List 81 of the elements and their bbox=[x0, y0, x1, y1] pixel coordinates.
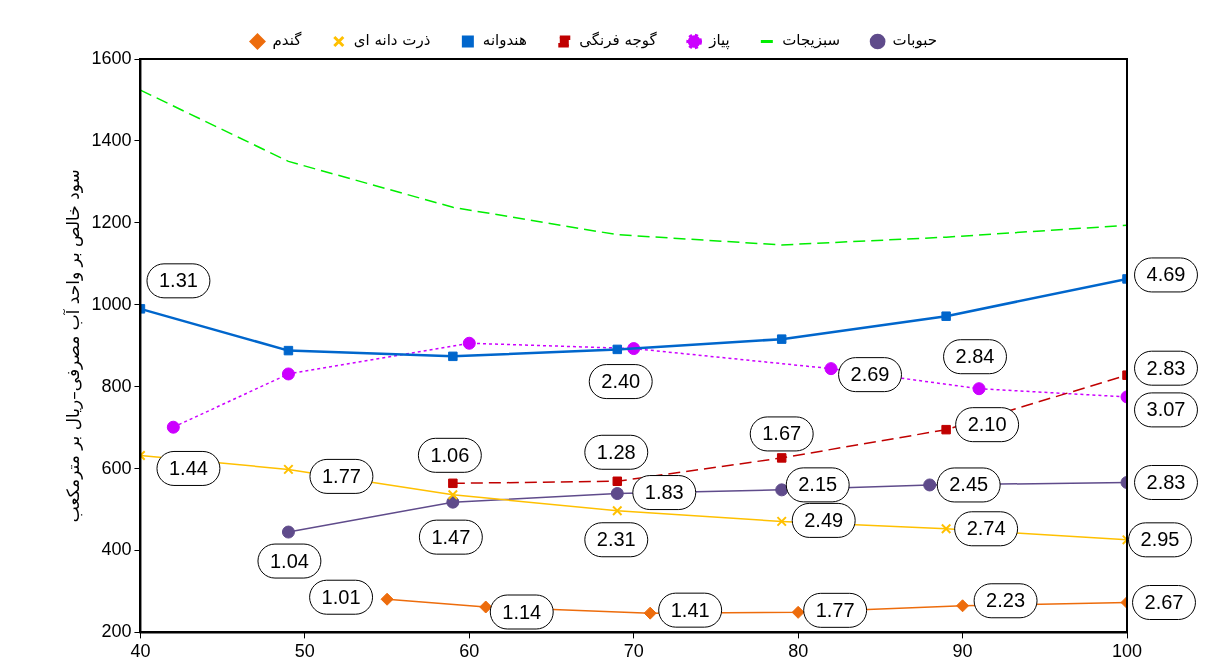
annotation: 2.69 bbox=[850, 363, 890, 386]
y-axis-title: سود خالص بر واحد آب مصرفی–ریال بر مترمکعب bbox=[61, 169, 83, 523]
point bbox=[380, 592, 394, 606]
y-tick-label: 1000 bbox=[91, 293, 132, 314]
point bbox=[612, 344, 623, 355]
x-tick-label: 50 bbox=[294, 641, 315, 662]
y-tick-label: 800 bbox=[101, 375, 132, 396]
x-tick-label: 100 bbox=[1111, 641, 1143, 662]
annotation: 1.04 bbox=[269, 549, 309, 572]
point bbox=[776, 334, 787, 344]
annotation: 3.07 bbox=[1146, 398, 1186, 421]
annotation: 2.74 bbox=[966, 517, 1006, 540]
point bbox=[643, 606, 657, 620]
legend-label: حبوبات bbox=[892, 31, 938, 50]
y-tick-label: 1200 bbox=[91, 211, 132, 232]
point bbox=[283, 464, 294, 475]
y-tick-label: 1600 bbox=[91, 47, 132, 68]
point bbox=[940, 523, 952, 535]
annotation: 1.41 bbox=[670, 598, 710, 621]
point bbox=[775, 483, 789, 497]
annotation: 2.15 bbox=[798, 473, 838, 496]
legend-label: پیاز bbox=[708, 31, 730, 51]
x-tick-label: 60 bbox=[459, 641, 480, 662]
annotation: 2.84 bbox=[955, 345, 995, 368]
point bbox=[923, 478, 937, 492]
point bbox=[166, 420, 180, 434]
annotation: 1.47 bbox=[431, 525, 471, 548]
x-tick-label: 70 bbox=[623, 641, 644, 662]
legend-label: سبزیجات bbox=[782, 31, 841, 50]
annotation: 1.28 bbox=[596, 440, 636, 463]
y-tick-label: 400 bbox=[101, 539, 132, 560]
x-tick-label: 90 bbox=[952, 641, 973, 662]
annotation: 1.31 bbox=[158, 269, 198, 292]
point bbox=[776, 453, 787, 463]
annotation: 1.01 bbox=[321, 585, 361, 608]
line-series bbox=[140, 89, 1127, 246]
point bbox=[956, 599, 970, 613]
point bbox=[610, 487, 624, 501]
annotation: 1.77 bbox=[815, 598, 855, 621]
point bbox=[972, 382, 986, 396]
x-tick-label: 40 bbox=[130, 641, 151, 662]
point bbox=[283, 345, 294, 356]
annotation: 2.95 bbox=[1140, 528, 1180, 551]
annotation: 1.06 bbox=[430, 443, 470, 466]
annotation: 1.44 bbox=[168, 456, 208, 479]
legend-label: گوجه فرنگی bbox=[579, 31, 658, 50]
point bbox=[824, 362, 838, 376]
point bbox=[281, 525, 295, 539]
legend-label: ذرت دانه ای bbox=[353, 31, 431, 50]
annotation: 1.77 bbox=[321, 464, 361, 487]
point bbox=[448, 478, 458, 489]
annotation: 1.83 bbox=[644, 481, 684, 504]
x-tick-label: 80 bbox=[788, 641, 809, 662]
point bbox=[941, 311, 951, 321]
annotation: 1.14 bbox=[502, 600, 542, 623]
point bbox=[479, 600, 493, 614]
y-tick-label: 1400 bbox=[91, 129, 132, 150]
point bbox=[281, 367, 295, 381]
y-tick-label: 600 bbox=[101, 457, 132, 478]
annotation: 2.83 bbox=[1146, 356, 1186, 379]
point bbox=[612, 476, 623, 487]
annotation: 4.69 bbox=[1146, 263, 1186, 286]
point bbox=[462, 336, 476, 350]
annotation: 2.10 bbox=[967, 413, 1007, 436]
annotation: 2.45 bbox=[949, 473, 989, 496]
point bbox=[941, 424, 951, 435]
annotation: 2.67 bbox=[1144, 591, 1184, 614]
point bbox=[791, 605, 805, 619]
point bbox=[447, 489, 459, 501]
point bbox=[612, 505, 623, 516]
legend-label: هندوانه bbox=[482, 31, 527, 50]
annotation: 2.31 bbox=[596, 528, 636, 551]
annotation: 2.40 bbox=[601, 370, 641, 393]
annotation: 2.49 bbox=[804, 508, 844, 531]
y-tick-label: 200 bbox=[101, 621, 132, 642]
annotation: 1.67 bbox=[762, 422, 802, 445]
legend-label: گندم bbox=[272, 31, 303, 50]
point bbox=[776, 516, 787, 527]
point bbox=[448, 351, 458, 362]
annotation: 2.23 bbox=[986, 589, 1026, 612]
annotation: 2.83 bbox=[1146, 471, 1186, 494]
